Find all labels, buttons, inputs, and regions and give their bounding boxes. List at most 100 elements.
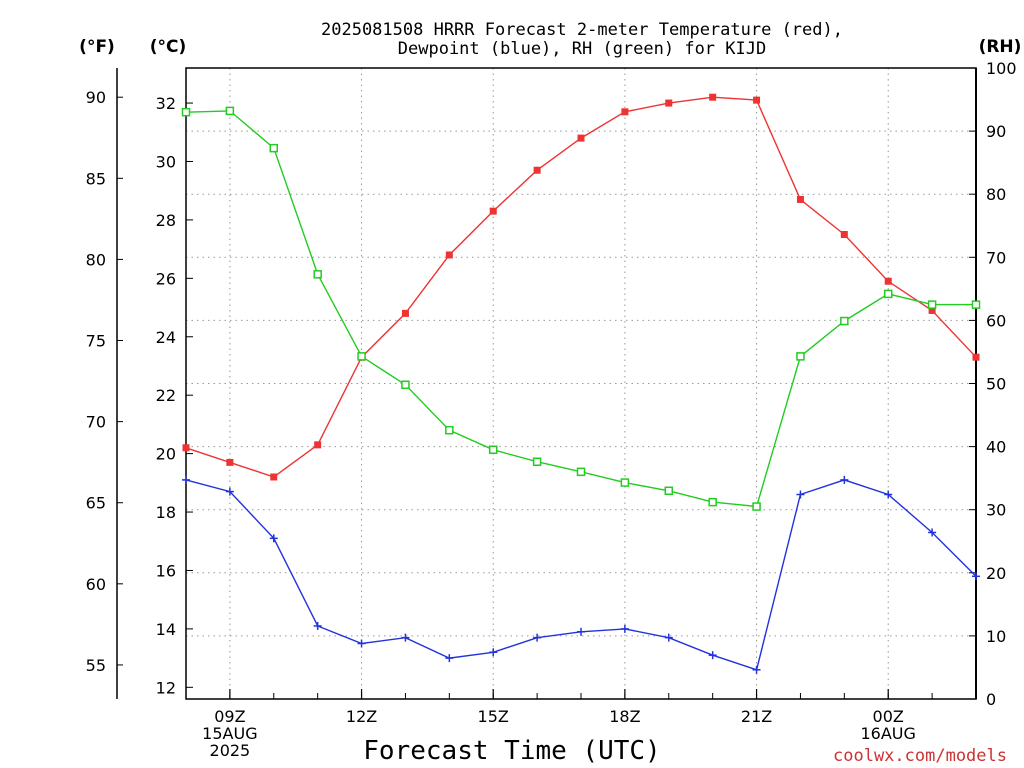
source-credit: coolwx.com/models <box>833 746 1007 766</box>
rh-point <box>313 270 322 279</box>
x-tick-label: 16AUG <box>861 724 916 743</box>
rh-point <box>532 457 542 466</box>
temperature-point <box>270 473 278 481</box>
dewpoint-point <box>313 621 322 630</box>
rh-point <box>181 107 191 117</box>
fahrenheit-tick-label: 80 <box>86 250 106 269</box>
series-lines <box>181 93 981 674</box>
rh-tick-label: 20 <box>986 564 1006 583</box>
dewpoint-point <box>752 665 761 674</box>
celsius-tick-label: 28 <box>156 211 176 230</box>
rh-point <box>445 425 454 435</box>
celsius-tick-label: 22 <box>156 386 176 405</box>
tick-labels: 12 14 16 18 20 22 24 26 28 30 32 55 60 65 70 75 80 85 90 0 1… <box>86 59 1017 760</box>
temperature-point <box>884 277 892 285</box>
rh-point <box>576 467 586 477</box>
celsius-tick-label: 30 <box>156 152 176 171</box>
celsius-tick-label: 20 <box>156 445 176 464</box>
rh-point <box>401 380 410 390</box>
rh-tick-label: 90 <box>986 122 1006 141</box>
fahrenheit-tick-label: 85 <box>86 169 106 188</box>
fahrenheit-tick-label: 70 <box>86 413 106 432</box>
dewpoint-point <box>533 633 542 642</box>
celsius-unit-label: (°C) <box>150 37 187 57</box>
temperature-point <box>621 108 629 116</box>
x-tick-label: 09Z <box>214 707 245 726</box>
fahrenheit-unit-label: (°F) <box>79 37 115 57</box>
rh-point <box>971 300 981 309</box>
celsius-tick-label: 14 <box>156 620 176 639</box>
fahrenheit-tick-label: 55 <box>86 656 106 675</box>
rh-tick-label: 60 <box>986 311 1006 330</box>
rh-point <box>357 352 366 361</box>
x-tick-label: 00Z <box>873 707 904 726</box>
temperature-point <box>401 309 409 317</box>
celsius-tick-label: 18 <box>156 503 176 522</box>
rh-line <box>185 110 976 508</box>
temperature-point <box>533 166 541 174</box>
rh-point <box>752 502 761 511</box>
temperature-point <box>972 353 980 361</box>
dewpoint-point <box>401 633 410 642</box>
dewpoint-point <box>357 639 366 648</box>
temperature-point <box>314 441 322 449</box>
rh-point <box>796 352 805 361</box>
temperature-point <box>753 96 761 104</box>
rh-tick-label: 80 <box>986 185 1006 204</box>
dewpoint-point <box>269 534 278 543</box>
dewpoint-point <box>928 528 937 537</box>
chart-title-line-2: Dewpoint (blue), RH (green) for KIJD <box>398 39 766 59</box>
temperature-point <box>840 231 848 239</box>
celsius-tick-label: 32 <box>156 94 176 113</box>
x-tick-label: 12Z <box>346 707 377 726</box>
celsius-tick-label: 24 <box>156 328 176 347</box>
dewpoint-point <box>664 633 673 642</box>
temperature-point <box>489 207 497 215</box>
chart-title-line-1: 2025081508 HRRR Forecast 2-meter Tempera… <box>321 20 843 40</box>
fahrenheit-tick-label: 90 <box>86 88 106 107</box>
x-tick-label: 18Z <box>609 707 640 726</box>
rh-unit-label: (RH) <box>979 37 1022 57</box>
rh-tick-label: 70 <box>986 248 1006 267</box>
dewpoint-point <box>577 627 585 636</box>
rh-point <box>664 486 674 496</box>
temperature-point <box>226 458 234 466</box>
rh-point <box>269 143 279 153</box>
x-axis-label: Forecast Time (UTC) <box>363 736 660 766</box>
rh-tick-label: 40 <box>986 438 1006 457</box>
dewpoint-point <box>972 572 980 581</box>
dewpoint-point <box>796 490 805 499</box>
chart-axes <box>116 67 977 700</box>
dewpoint-point <box>445 654 454 663</box>
rh-point <box>488 445 498 455</box>
temperature-point <box>182 444 190 452</box>
temperature-point <box>665 99 673 107</box>
dewpoint-point <box>225 487 234 496</box>
celsius-tick-label: 26 <box>156 269 176 288</box>
dewpoint-point <box>620 624 629 633</box>
rh-point <box>708 497 717 507</box>
dewpoint-point <box>884 490 893 499</box>
dewpoint-point <box>489 648 498 657</box>
celsius-tick-label: 16 <box>156 561 176 580</box>
dewpoint-point <box>182 475 190 484</box>
x-tick-label: 15Z <box>478 707 509 726</box>
rh-point <box>883 289 893 299</box>
temperature-point <box>796 195 804 203</box>
temperature-point <box>928 306 936 314</box>
x-tick-label: 2025 <box>210 741 251 760</box>
rh-point <box>927 300 937 309</box>
temperature-point <box>445 251 453 259</box>
dewpoint-point <box>708 651 717 660</box>
temperature-series <box>182 93 980 481</box>
dewpoint-line <box>185 479 977 671</box>
rh-point <box>620 478 630 487</box>
temperature-point <box>577 134 585 142</box>
rh-tick-label: 0 <box>986 690 996 709</box>
rh-tick-label: 50 <box>986 375 1006 394</box>
rh-tick-label: 10 <box>986 627 1006 646</box>
rh-tick-label: 30 <box>986 501 1006 520</box>
x-tick-label: 21Z <box>741 707 772 726</box>
dewpoint-point <box>840 475 849 484</box>
